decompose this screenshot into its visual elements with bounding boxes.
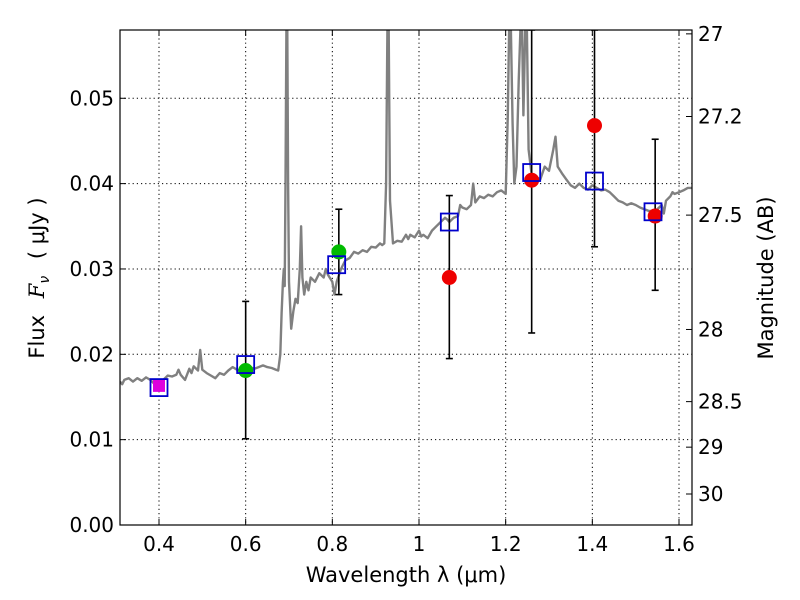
model-photometry-square [522,163,542,182]
y-tick-label: 0.03 [69,257,114,281]
y-tick-label: 0.01 [69,428,114,452]
y2-tick-label: 28 [698,317,723,341]
observed-point-red [441,270,457,285]
plot-frame [119,29,693,526]
x-axis-label: Wavelength λ (μm) [306,563,507,587]
x-tick-label: 1.2 [490,532,522,556]
x-tick-label: 0.8 [316,532,348,556]
y2-tick-label: 27 [698,22,723,46]
y2-tick-label: 29 [698,435,723,459]
model-photometry-square [149,378,169,397]
y-tick-label: 0.05 [69,86,114,110]
model-photometry-square [236,355,256,374]
y-tick-label: 0.04 [69,172,114,196]
model-photometry-square [439,212,459,232]
y-tick-label: 0.00 [69,513,114,537]
grid-lines [120,30,692,525]
model-spectrum-line [120,30,692,388]
y2-tick-label: 27.2 [698,104,743,128]
x-tick-label: 1.4 [576,532,608,556]
x-tick-label: 1.6 [663,532,695,556]
model-photometry-square [327,255,347,275]
observed-point [238,363,254,379]
y2-tick-label: 28.5 [698,390,743,414]
observed-point-red [647,208,663,224]
y-axis-label-prefix: Flux [25,315,49,359]
x-tick-label: 0.4 [143,532,175,556]
model-photometry-square [585,171,604,191]
y2-axis-label: Magnitude (AB) [754,196,778,359]
plot-series [120,30,692,440]
observed-point-red [587,118,602,134]
y2-tick-label: 30 [698,482,723,506]
svg-text:Flux Fν ( μJy ): Flux Fν ( μJy ) [25,197,54,358]
y-axis-label-unit: ( μJy ) [25,197,49,259]
axis-ticks: 0.4 0.6 0.8 1 1.2 1.4 1.6 0.00 0.01 0.02 0.03 0.04 0… [69,22,742,556]
x-tick-label: 0.6 [230,532,262,556]
y2-tick-label: 27.5 [698,203,743,227]
y-axis-label-subscript: ν [37,276,53,284]
y-axis-label-symbol: F [25,282,49,299]
observed-point [331,244,347,260]
x-tick-label: 1 [413,532,426,556]
y-tick-label: 0.02 [69,342,114,366]
model-photometry-square [643,202,663,222]
observed-point [153,379,165,392]
y2-axis-label-text: Magnitude (AB) [754,196,778,359]
y-axis-label: Flux Fν ( μJy ) [25,197,54,358]
